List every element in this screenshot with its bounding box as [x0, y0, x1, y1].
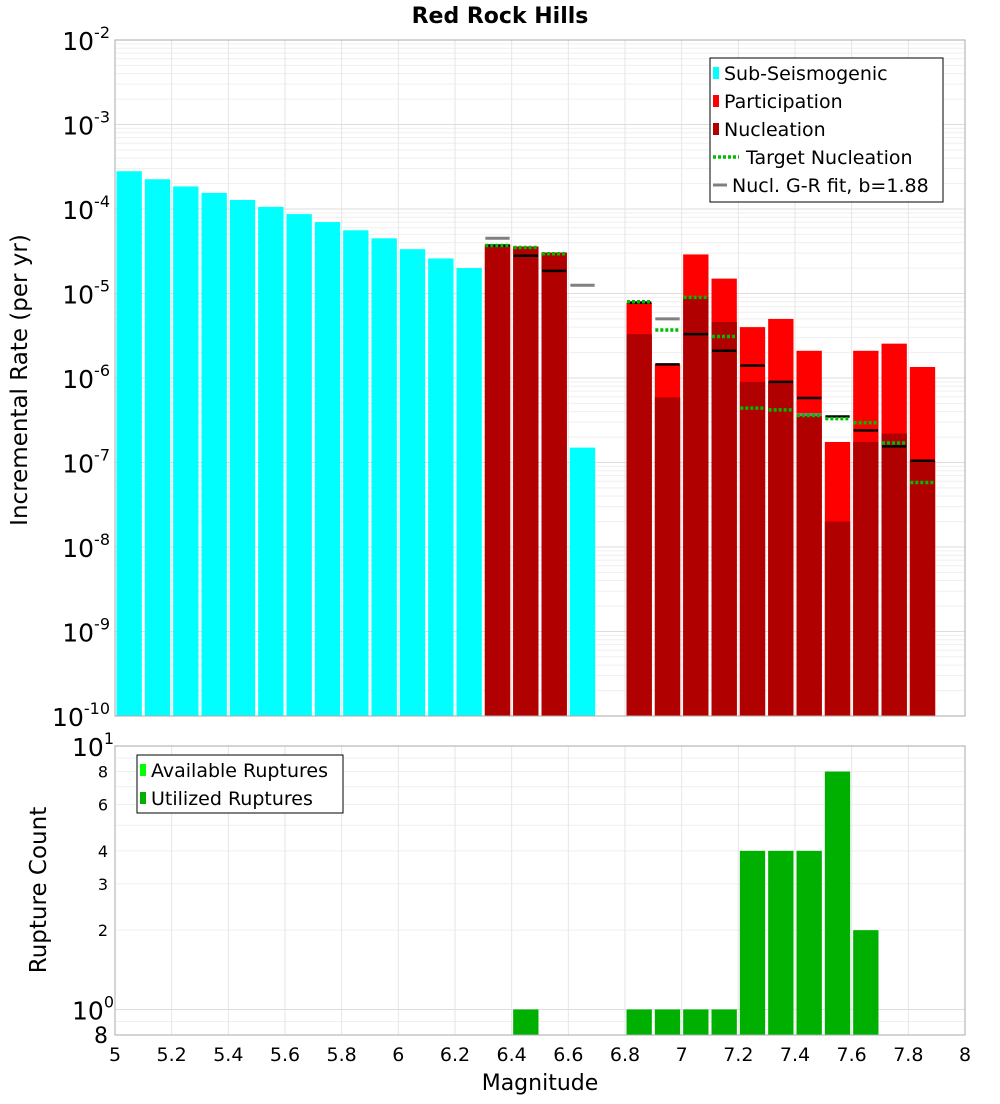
- sub-seismogenic-bar: [343, 230, 369, 716]
- top-y-axis-label: Incremental Rate (per yr): [7, 234, 33, 526]
- x-tick-label: 7: [676, 1044, 688, 1066]
- sub-seismogenic-bar: [456, 268, 482, 716]
- bottom-y-tick-label-top: 101: [72, 729, 114, 762]
- nucleation-bar: [513, 246, 539, 716]
- sub-seismogenic-bar: [569, 447, 596, 716]
- top-plot-frame: [114, 39, 966, 717]
- legend-label: Nucleation: [724, 119, 826, 141]
- nucleation-bar: [711, 321, 737, 716]
- sub-seismogenic-bar: [314, 222, 341, 716]
- bottom-y-tick-label: 8: [98, 763, 108, 782]
- sub-seismogenic-bar: [286, 214, 312, 716]
- top-y-tick-label: 10-3: [62, 108, 110, 141]
- sub-seismogenic-bar: [116, 171, 142, 716]
- x-tick-label: 6.2: [440, 1044, 470, 1066]
- utilized-ruptures-bar: [626, 1009, 652, 1035]
- legend-label: Sub-Seismogenic: [724, 63, 888, 85]
- bottom-y-tick-label: 4: [98, 842, 108, 861]
- x-tick-label: 6.8: [610, 1044, 640, 1066]
- nucleation-bar: [768, 381, 794, 716]
- bottom-legend: Available Ruptures Utilized Ruptures: [136, 754, 344, 814]
- top-y-tick-label: 10-10: [52, 699, 110, 732]
- utilized-ruptures-bar: [683, 1009, 709, 1035]
- bottom-y-axis-label: Rupture Count: [26, 807, 52, 973]
- sub-seismogenic-bar: [144, 179, 171, 716]
- nucleation-bar: [909, 460, 936, 716]
- nucleation-bar: [824, 521, 851, 716]
- nucleation-bar: [654, 397, 681, 716]
- legend-label: Utilized Ruptures: [151, 788, 313, 810]
- sub-seismogenic-bar: [399, 249, 426, 716]
- x-tick-label: 5.2: [157, 1044, 187, 1066]
- sub-seismogenic-bar: [428, 258, 454, 716]
- nucleation-bar: [739, 381, 766, 716]
- nucleation-bar: [683, 297, 709, 716]
- legend-swatch-sub-seismogenic: [713, 67, 719, 79]
- nucleation-bar: [853, 441, 879, 716]
- top-legend-box: [709, 57, 944, 203]
- utilized-ruptures-bar: [654, 1009, 681, 1035]
- x-tick-label: 6: [392, 1044, 404, 1066]
- chart-marks-group: 10-10 10-9 10-8 10-7 10-6 10-5 10-4 10-3 10-2 Sub…: [52, 23, 971, 1066]
- x-tick-label: 7.2: [723, 1044, 753, 1066]
- top-y-tick-label: 10-5: [62, 277, 110, 310]
- x-tick-label: 7.4: [780, 1044, 810, 1066]
- legend-swatch-nucleation: [713, 123, 719, 135]
- top-y-tick-label: 10-7: [62, 446, 110, 479]
- x-tick-label: 7.6: [837, 1044, 867, 1066]
- top-y-tick-label: 10-2: [62, 23, 110, 56]
- bottom-y-tick-label: 3: [98, 875, 108, 894]
- x-tick-label: 5: [109, 1044, 121, 1066]
- top-y-tick-label: 10-6: [62, 361, 110, 394]
- utilized-ruptures-bar: [513, 1009, 539, 1035]
- x-tick-label: 5.8: [327, 1044, 357, 1066]
- utilized-ruptures-bar: [824, 771, 851, 1035]
- top-legend: Sub-Seismogenic Participation Nucleation Ta…: [709, 57, 944, 203]
- legend-label: Participation: [724, 91, 843, 113]
- x-tick-label: 5.4: [213, 1044, 243, 1066]
- x-tick-label: 6.4: [497, 1044, 527, 1066]
- legend-label: Target Nucleation: [745, 147, 913, 169]
- bottom-plot-frame: [114, 745, 966, 1036]
- x-tick-label: 7.8: [893, 1044, 923, 1066]
- x-tick-label: 6.6: [553, 1044, 583, 1066]
- nucleation-bar: [881, 433, 907, 716]
- sub-seismogenic-bar: [173, 186, 199, 716]
- utilized-ruptures-bar: [768, 850, 794, 1035]
- nucleation-bar: [484, 244, 511, 716]
- chart-title: Red Rock Hills: [412, 4, 589, 29]
- sub-seismogenic-bar: [371, 238, 397, 717]
- utilized-ruptures-bar: [796, 850, 822, 1035]
- bottom-y-tick-label: 2: [98, 921, 108, 940]
- bottom-y-tick-label-one: 100: [72, 992, 114, 1025]
- bottom-y-tick-label-min: 8: [94, 1024, 108, 1049]
- utilized-ruptures-bar: [739, 850, 766, 1035]
- legend-swatch-available: [140, 764, 146, 776]
- utilized-ruptures-bar: [711, 1009, 737, 1035]
- x-tick-label: 8: [959, 1044, 971, 1066]
- bottom-legend-box: [136, 754, 344, 814]
- sub-seismogenic-bar: [229, 199, 256, 717]
- nucleation-bar: [796, 416, 822, 716]
- x-axis-label: Magnitude: [482, 1071, 599, 1096]
- top-y-tick-label: 10-8: [62, 530, 110, 563]
- legend-label: Nucl. G-R fit, b=1.88: [732, 175, 929, 197]
- bottom-y-tick-label: 6: [98, 795, 108, 814]
- top-y-tick-label: 10-4: [62, 192, 110, 225]
- nucleation-bar: [541, 252, 567, 716]
- legend-swatch-participation: [713, 95, 719, 107]
- sub-seismogenic-bar: [201, 192, 227, 716]
- legend-swatch-utilized: [140, 792, 146, 804]
- nucleation-bar: [626, 334, 652, 716]
- utilized-ruptures-bar: [853, 930, 879, 1035]
- legend-label: Available Ruptures: [151, 760, 328, 782]
- top-y-tick-label: 10-9: [62, 615, 110, 648]
- sub-seismogenic-bar: [258, 206, 284, 717]
- x-tick-label: 5.6: [270, 1044, 300, 1066]
